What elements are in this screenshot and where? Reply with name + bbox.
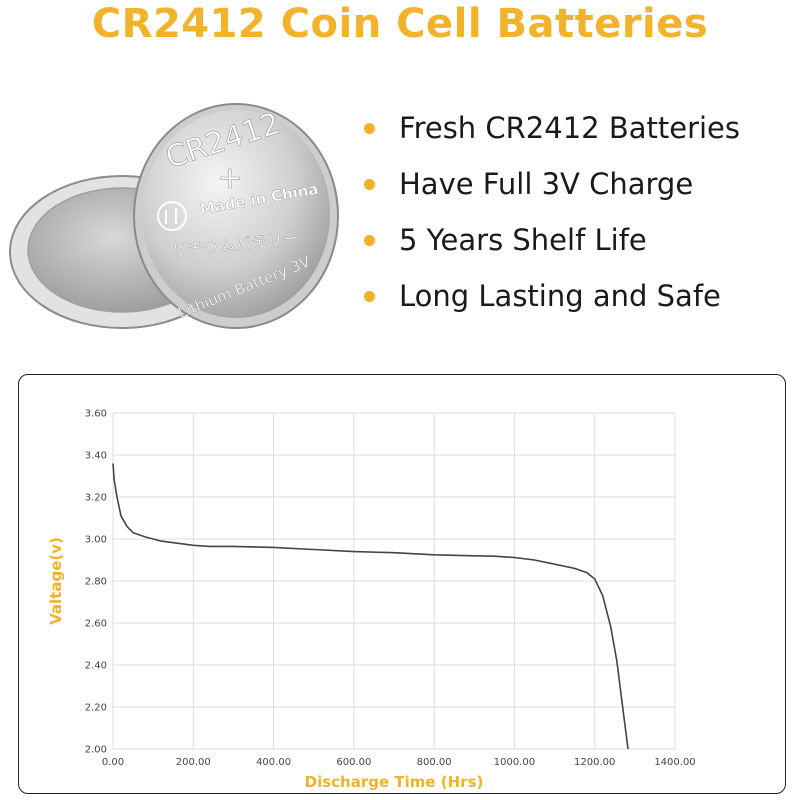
bullet-dot-icon bbox=[364, 234, 375, 246]
x-tick-label: 800.00 bbox=[417, 757, 452, 768]
feature-text: 5 Years Shelf Life bbox=[399, 223, 647, 257]
y-tick-label: 3.20 bbox=[85, 493, 107, 504]
feature-text: Long Lasting and Safe bbox=[399, 279, 721, 313]
y-tick-label: 3.40 bbox=[85, 451, 107, 462]
y-tick-label: 2.80 bbox=[85, 577, 107, 588]
x-tick-label: 200.00 bbox=[176, 757, 211, 768]
recycle-figure-icon bbox=[157, 201, 187, 231]
bullet-dot-icon bbox=[364, 290, 375, 302]
feature-list: Fresh CR2412 Batteries Have Full 3V Char… bbox=[364, 100, 794, 324]
y-tick-label: 3.60 bbox=[85, 409, 107, 420]
page-title: CR2412 Coin Cell Batteries bbox=[91, 1, 709, 47]
battery-illustration: CR2412 + Made in China リチウムバテリー Lithium … bbox=[9, 103, 339, 329]
feature-item: Fresh CR2412 Batteries bbox=[364, 100, 794, 156]
y-tick-label: 2.60 bbox=[85, 619, 107, 630]
battery-plus-text: + bbox=[217, 161, 242, 196]
y-tick-label: 2.40 bbox=[85, 661, 107, 672]
chart-ticks: 2.00 2.20 2.40 2.60 2.80 3.00 3.20 3.40 3.60 0.00… bbox=[85, 409, 696, 769]
bullet-dot-icon bbox=[364, 178, 375, 190]
discharge-chart: 2.00 2.20 2.40 2.60 2.80 3.00 3.20 3.40 3.60 0.00… bbox=[47, 409, 696, 792]
bullet-dot-icon bbox=[364, 122, 375, 134]
y-tick-label: 2.20 bbox=[85, 703, 107, 714]
chart-panel: 2.00 2.20 2.40 2.60 2.80 3.00 3.20 3.40 3.60 0.00… bbox=[18, 374, 786, 794]
feature-item: 5 Years Shelf Life bbox=[364, 212, 794, 268]
x-tick-label: 1200.00 bbox=[574, 757, 615, 768]
x-tick-label: 0.00 bbox=[102, 757, 124, 768]
feature-text: Fresh CR2412 Batteries bbox=[399, 111, 741, 145]
feature-item: Long Lasting and Safe bbox=[364, 268, 794, 324]
x-tick-label: 600.00 bbox=[336, 757, 371, 768]
x-axis-title: Discharge Time (Hrs) bbox=[305, 773, 484, 791]
y-axis-title: Valtage(v) bbox=[47, 537, 65, 625]
feature-text: Have Full 3V Charge bbox=[399, 167, 694, 201]
x-tick-label: 1000.00 bbox=[494, 757, 535, 768]
x-tick-label: 400.00 bbox=[256, 757, 291, 768]
feature-item: Have Full 3V Charge bbox=[364, 156, 794, 212]
y-tick-label: 3.00 bbox=[85, 535, 107, 546]
x-tick-label: 1400.00 bbox=[654, 757, 695, 768]
chart-grid bbox=[112, 412, 676, 750]
y-tick-label: 2.00 bbox=[85, 745, 107, 756]
battery-front: CR2412 + Made in China リチウムバテリー Lithium … bbox=[133, 103, 339, 329]
series-line bbox=[112, 463, 629, 750]
